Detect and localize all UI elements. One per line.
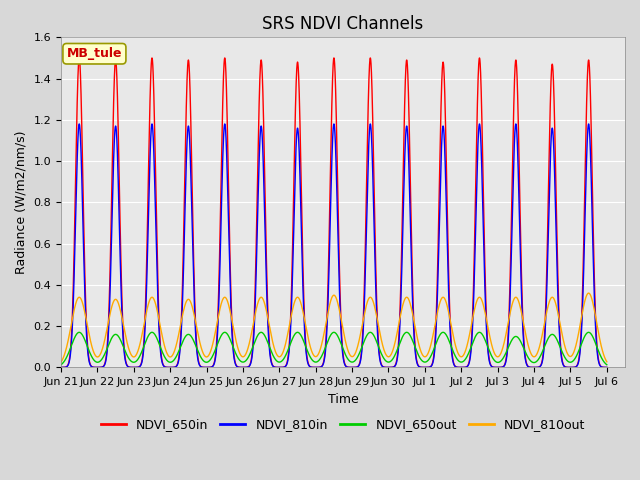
NDVI_650in <box>603 364 611 370</box>
NDVI_650in <box>76 55 83 61</box>
NDVI_810out <box>487 337 495 343</box>
Y-axis label: Radiance (W/m2/nm/s): Radiance (W/m2/nm/s) <box>15 131 28 274</box>
NDVI_810in <box>76 121 83 127</box>
NDVI_810out <box>410 314 417 320</box>
NDVI_650in <box>487 362 495 368</box>
Line: NDVI_650out: NDVI_650out <box>61 332 607 365</box>
NDVI_810out <box>174 336 182 342</box>
NDVI_650out <box>601 360 609 366</box>
NDVI_650out <box>174 350 182 356</box>
NDVI_650in <box>168 364 176 370</box>
NDVI_810out <box>262 303 269 309</box>
NDVI_810in <box>168 364 176 370</box>
NDVI_650out <box>487 351 495 357</box>
NDVI_810in <box>601 364 609 370</box>
Legend: NDVI_650in, NDVI_810in, NDVI_650out, NDVI_810out: NDVI_650in, NDVI_810in, NDVI_650out, NDV… <box>95 413 591 436</box>
NDVI_810in <box>57 364 65 370</box>
NDVI_810in <box>603 364 611 370</box>
NDVI_810in <box>487 362 495 368</box>
NDVI_810out <box>585 290 593 296</box>
NDVI_810out <box>168 353 176 359</box>
Title: SRS NDVI Channels: SRS NDVI Channels <box>262 15 424 33</box>
Line: NDVI_810in: NDVI_810in <box>61 124 607 367</box>
Line: NDVI_810out: NDVI_810out <box>61 293 607 362</box>
NDVI_650out <box>57 362 65 368</box>
NDVI_650out <box>168 359 176 365</box>
Line: NDVI_650in: NDVI_650in <box>61 58 607 367</box>
NDVI_650out <box>262 334 269 340</box>
NDVI_810in <box>262 242 269 248</box>
NDVI_810in <box>410 316 417 322</box>
NDVI_650in <box>410 303 417 309</box>
NDVI_810in <box>174 361 182 367</box>
NDVI_650in <box>174 360 182 366</box>
X-axis label: Time: Time <box>328 393 358 406</box>
NDVI_650in <box>57 364 65 370</box>
NDVI_650out <box>410 339 417 345</box>
NDVI_810out <box>601 355 609 361</box>
Text: MB_tule: MB_tule <box>67 47 122 60</box>
NDVI_810out <box>603 359 611 365</box>
NDVI_650out <box>439 329 447 335</box>
NDVI_810out <box>57 359 65 365</box>
NDVI_650out <box>603 362 611 368</box>
NDVI_650in <box>262 209 269 215</box>
NDVI_650in <box>601 364 609 370</box>
